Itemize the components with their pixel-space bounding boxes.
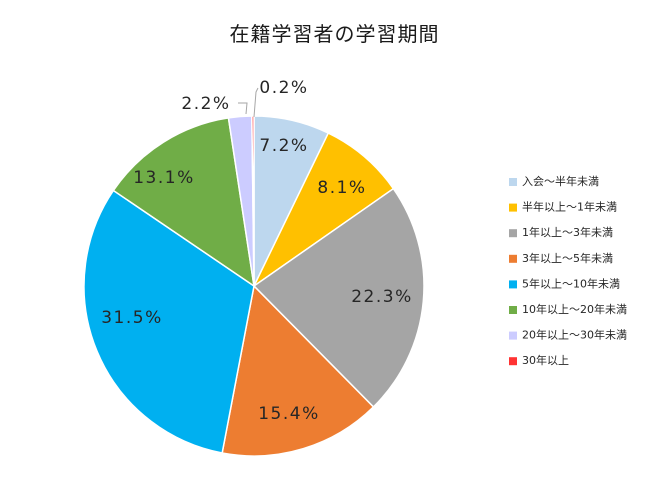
legend-swatch: [509, 331, 517, 340]
legend-label: 半年以上～1年未満: [522, 200, 617, 214]
legend-swatch: [509, 178, 517, 186]
pie-slice: [112, 117, 255, 288]
slice-data-label: 15.4%: [258, 404, 320, 424]
legend-label: 20年以上～30年未満: [522, 328, 627, 342]
pie-slice: [83, 189, 255, 454]
slice-data-label: 2.2%: [181, 94, 230, 114]
pie-slice: [252, 187, 425, 409]
slice-data-label: 8.1%: [317, 178, 366, 198]
slice-data-label: 31.5%: [101, 308, 163, 328]
legend-label: 5年以上～10年未満: [522, 276, 620, 290]
legend-swatch: [509, 203, 517, 212]
legend-label: 30年以上: [522, 353, 569, 367]
slice-data-label: 0.2%: [259, 78, 308, 98]
chart-title: 在籍学習者の学習期間: [229, 22, 440, 46]
legend-label: 3年以上～5年未満: [522, 251, 613, 265]
legend-label: 入会～半年未満: [522, 174, 599, 188]
legend-swatch: [509, 254, 517, 263]
slice-data-label: 7.2%: [259, 136, 308, 156]
legend-swatch: [509, 229, 517, 238]
legend-label: 1年以上～3年未満: [522, 225, 613, 239]
legend-swatch: [509, 280, 517, 289]
leader-line: [238, 102, 248, 115]
legend-label: 10年以上～20年未満: [522, 302, 627, 316]
slice-data-label: 13.1%: [133, 168, 195, 188]
pie-slice: [221, 284, 375, 457]
legend-swatch: [509, 357, 517, 366]
leader-line: [253, 87, 259, 118]
legend-swatch: [509, 306, 517, 314]
slice-data-label: 22.3%: [351, 287, 413, 307]
